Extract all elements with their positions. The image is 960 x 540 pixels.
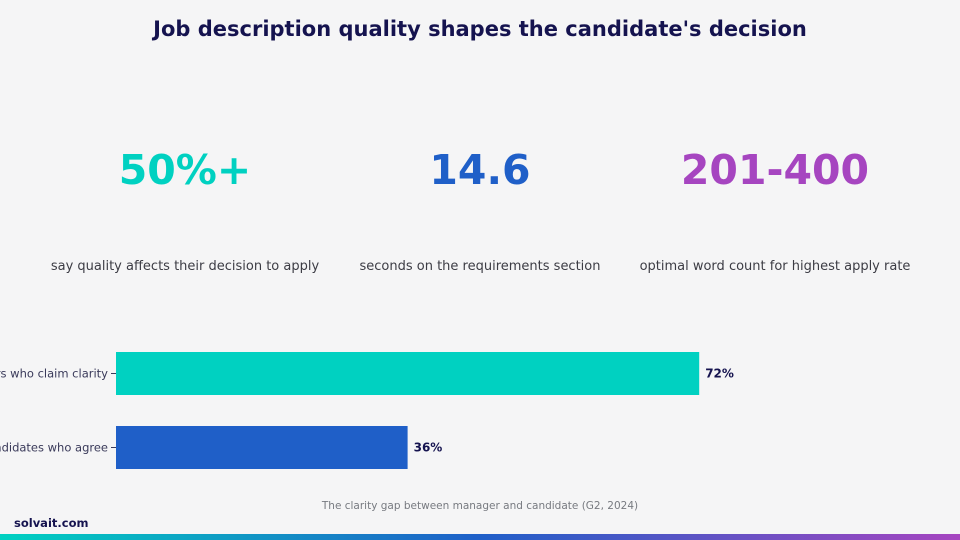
- category-label: Managers who claim clarity: [0, 367, 108, 381]
- bar-0: [116, 352, 700, 395]
- stat-word-count: 201-400 optimal word count for highest a…: [625, 146, 925, 274]
- bar-1: [116, 426, 408, 469]
- category-label: Candidates who agree: [0, 441, 108, 455]
- stat-value: 50%+: [118, 146, 252, 194]
- gradient-bottom-bar: [0, 534, 960, 540]
- stat-value: 14.6: [429, 146, 531, 194]
- stat-label: say quality affects their decision to ap…: [50, 259, 320, 274]
- data-label: 36%: [414, 441, 443, 455]
- stat-decision: 50%+ say quality affects their decision …: [35, 146, 335, 274]
- stat-seconds: 14.6 seconds on the requirements section: [330, 146, 630, 274]
- stat-value: 201-400: [680, 146, 870, 194]
- stat-label: optimal word count for highest apply rat…: [639, 259, 911, 274]
- data-label: 72%: [705, 367, 734, 381]
- stat-label: seconds on the requirements section: [359, 259, 601, 274]
- clarity-gap-bar-chart: Managers who claim clarity 72% Candidates …: [0, 352, 734, 469]
- chart-caption: The clarity gap between manager and cand…: [321, 500, 639, 512]
- page-title: Job description quality shapes the candi…: [153, 17, 807, 41]
- brand-text: solvait.com: [14, 516, 89, 530]
